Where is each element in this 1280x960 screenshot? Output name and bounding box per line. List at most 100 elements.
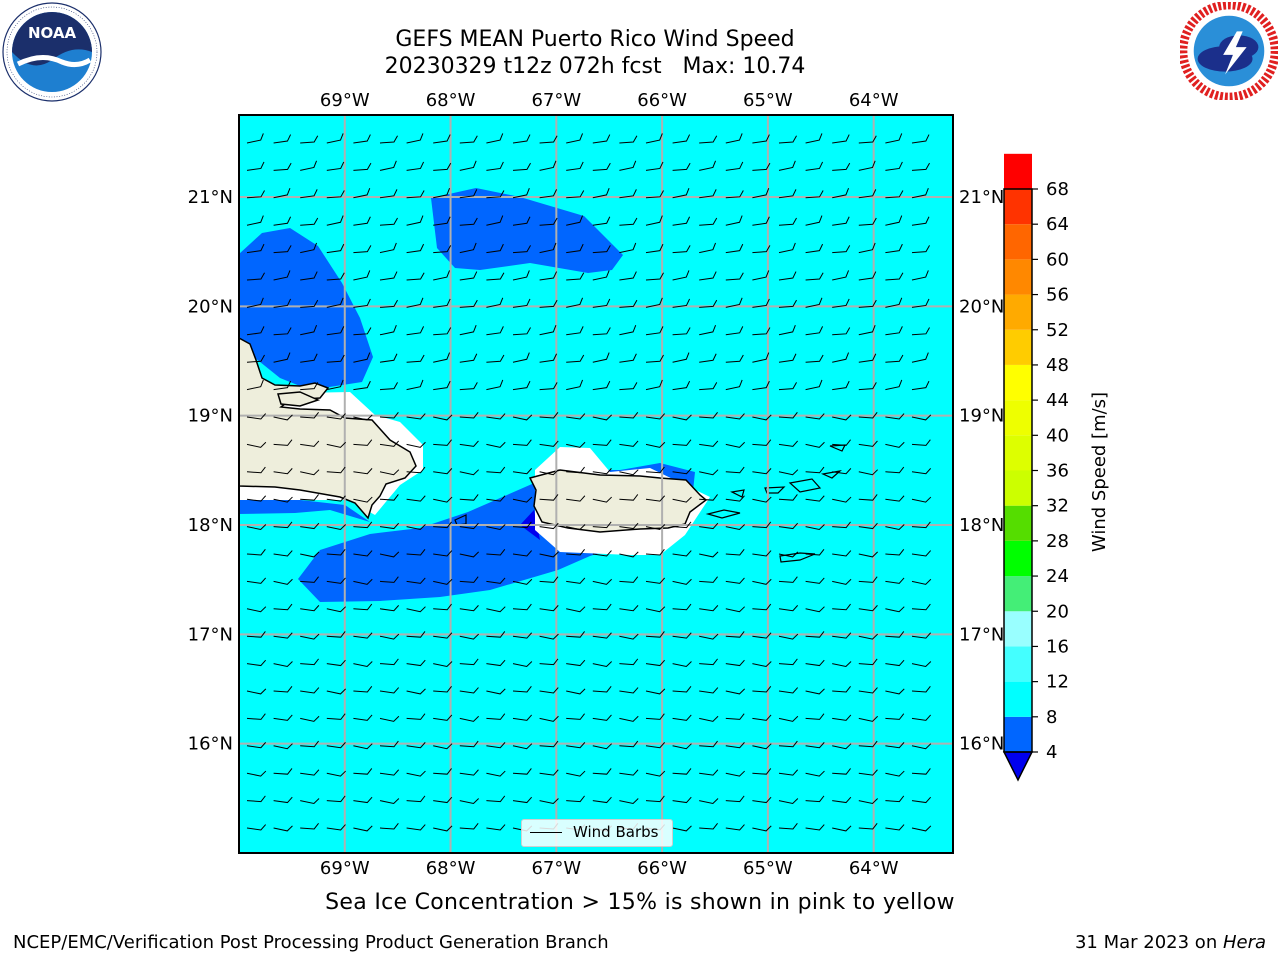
wind-barb: [459, 325, 477, 336]
wind-barb: [300, 160, 318, 171]
colorbar-tick-label: 64: [1046, 214, 1069, 235]
wind-barb: [778, 411, 798, 419]
wind-barb: [459, 822, 479, 830]
wind-barb: [699, 658, 718, 666]
wind-barb: [486, 524, 506, 531]
footer-host: Hera: [1222, 932, 1266, 953]
wind-barb: [752, 245, 771, 254]
wind-barb: [911, 825, 932, 832]
wind-region-northwest: [239, 228, 373, 390]
wind-barb: [778, 522, 799, 530]
wind-barb: [592, 603, 612, 611]
wind-barb: [379, 411, 399, 419]
wind-barb: [885, 742, 905, 749]
lon-tick-label-bottom: 67°W: [531, 858, 581, 879]
wind-barb: [832, 245, 851, 254]
land-st-john: [788, 478, 822, 493]
wind-barb: [672, 414, 692, 421]
wind-barb: [379, 353, 398, 363]
wind-barb: [911, 632, 932, 639]
wind-barb: [273, 439, 293, 446]
wind-barb: [353, 134, 371, 144]
wind-barb: [725, 688, 746, 695]
wind-barb: [645, 133, 663, 144]
colorbar-segment: [1004, 716, 1032, 752]
wind-barb: [379, 160, 397, 171]
wind-barb: [778, 217, 797, 226]
wind-barb: [832, 685, 851, 693]
wind-barb: [273, 327, 292, 336]
wind-barb: [592, 216, 611, 226]
wind-barb: [300, 522, 320, 530]
wind-barb: [406, 606, 426, 613]
wind-barb: [699, 160, 717, 171]
wind-barb: [433, 327, 452, 336]
wind-barb: [725, 354, 744, 363]
wind-barb: [858, 551, 879, 558]
wind-barb: [725, 524, 746, 531]
wind-barb: [619, 271, 637, 281]
wind-barb: [246, 354, 265, 363]
colorbar-tick-label: 56: [1046, 285, 1069, 306]
colorbar-tick-label: 20: [1046, 601, 1069, 622]
wind-barb: [885, 133, 903, 144]
wind-barb: [592, 521, 612, 529]
wind-barb: [539, 353, 558, 363]
wind-barb: [246, 441, 267, 448]
wind-barb: [539, 271, 558, 281]
wind-barb: [486, 606, 506, 613]
wind-barb: [353, 578, 373, 585]
wind-barb: [619, 242, 637, 254]
wind-barb: [672, 188, 690, 199]
wind-barb: [512, 578, 533, 585]
wind-barb: [246, 379, 264, 391]
wind-barb: [911, 162, 930, 171]
wind-barb: [353, 496, 373, 503]
wind-barb: [353, 162, 372, 171]
wind-barb: [512, 245, 531, 254]
wind-barb: [672, 632, 692, 639]
wind-barb: [885, 524, 905, 531]
wind-barb: [459, 411, 479, 419]
wind-barb: [805, 606, 825, 613]
wind-barb: [379, 658, 399, 666]
colorbar-segment: [1004, 470, 1032, 506]
wind-barb: [326, 631, 346, 638]
wind-barb: [645, 272, 664, 281]
wind-barb: [672, 603, 692, 611]
footer-date: 31 Mar 2023 on Hera: [1075, 932, 1266, 953]
wind-barb: [512, 603, 532, 611]
wind-barb: [486, 795, 506, 803]
lat-tick-label-left: 19°N: [188, 406, 233, 427]
wind-barb: [645, 495, 666, 502]
wind-barb: [326, 190, 345, 199]
wind-barb: [326, 606, 347, 613]
wind-barb: [566, 606, 586, 613]
wind-barb: [566, 215, 584, 226]
wind-barb: [858, 769, 878, 776]
wind-barb: [566, 495, 586, 502]
wind-barb: [300, 271, 318, 281]
wind-barb: [672, 134, 691, 144]
wind-barb: [353, 661, 373, 668]
wind-barb: [911, 270, 929, 281]
wind-barb: [645, 466, 665, 474]
wind-barb: [805, 631, 825, 638]
wind-barb: [512, 632, 533, 639]
wind-barb: [619, 189, 637, 199]
wind-barb: [832, 661, 852, 668]
wind-barb: [566, 354, 585, 363]
wind-barb: [885, 688, 905, 695]
lat-tick-label-left: 16°N: [188, 734, 233, 755]
wind-barb: [699, 740, 718, 748]
wind-barb: [486, 824, 506, 831]
wind-barb: [433, 521, 452, 529]
colorbar-label: Wind Speed [m/s]: [1089, 392, 1110, 552]
wind-barb: [459, 551, 480, 558]
wind-barb: [645, 190, 664, 199]
wind-barb: [619, 325, 637, 336]
wind-barb: [645, 441, 666, 448]
wind-barb: [725, 770, 746, 777]
wind-barb: [805, 413, 825, 420]
colorbar-segment: [1004, 189, 1032, 225]
